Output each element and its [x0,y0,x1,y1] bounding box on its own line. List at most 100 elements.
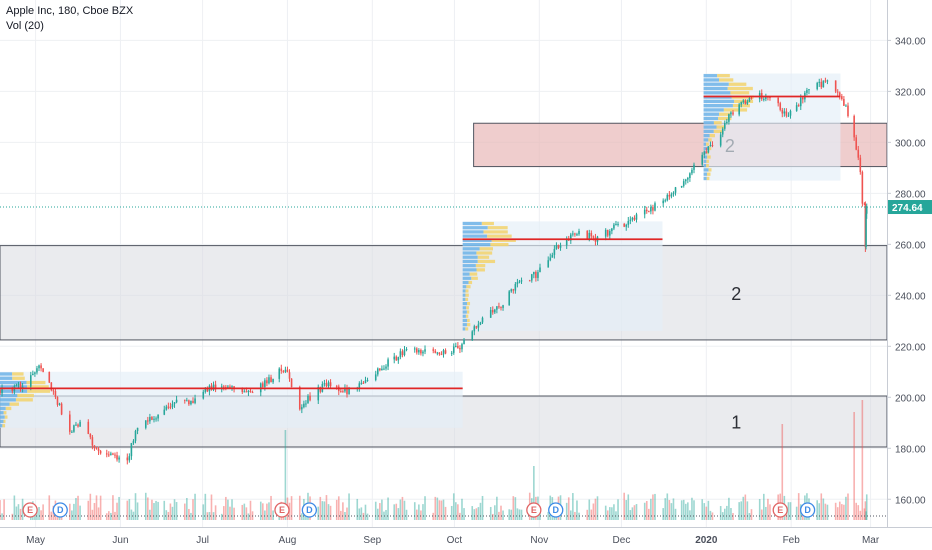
candle-body [163,409,166,415]
candle-body [442,350,445,355]
candle-body [397,357,400,361]
profile-row-sell [471,276,478,280]
profile-row-sell [476,268,485,272]
profile-row-buy [0,380,27,385]
candle-body [625,224,628,227]
volume-bar [157,501,159,520]
candle-body [841,96,843,100]
volume-bar [99,495,102,520]
candle-body [40,365,42,369]
profile-row-buy [462,301,468,306]
profile-row-sell [4,415,8,419]
candle-body [130,443,133,457]
volume-bar [155,500,157,520]
candle-body [77,424,79,427]
profile-row-buy [703,125,717,129]
profile-row-buy [0,398,16,402]
volume-bar [188,508,190,520]
x-tick-label: Sep [363,535,381,546]
profile-row-sell [727,86,753,91]
volume-bar [1,513,3,520]
candle-body [682,181,685,186]
candle-body [11,388,14,392]
y-tick-label: 280.00 [895,189,926,200]
candle-body [374,374,377,381]
profile-row-buy [703,129,714,133]
candle-body [606,229,609,236]
candle-body [789,110,792,116]
volume-bar [259,501,262,520]
volume-bar [444,506,447,520]
volume-bar [381,499,383,520]
candle-body [190,401,192,405]
profile-row-buy [0,424,3,428]
volume-bar [596,496,599,520]
profile-row-buy [462,221,482,226]
earnings-marker [22,502,38,518]
profile-row-sell [716,125,726,129]
volume-bar [245,507,248,520]
volume-bar [586,509,589,520]
candle-body [518,281,521,283]
candle-body [635,214,638,220]
candle-body [576,234,578,236]
candle-body [826,80,829,82]
profile-row-buy [703,116,719,121]
volume-bar [89,493,92,520]
volume-bar [436,497,439,520]
candle-body [502,305,504,308]
volume-bar [440,500,443,520]
volume-bar [508,509,511,520]
candle-body [836,91,839,93]
volume-bar [416,509,418,520]
candle-body [537,272,539,278]
volume-bar [765,506,767,520]
profile-row-buy [703,108,724,112]
profile-row-buy [462,306,467,310]
candle-body [303,403,305,408]
candle-body [118,457,120,460]
volume-bar [95,495,98,520]
profile-row-buy [0,419,4,424]
candle-body [167,406,170,408]
candle-body [726,121,728,124]
zone-label-1: 1 [731,413,741,433]
candle-body [477,324,480,328]
dividend-marker [799,502,816,518]
candle-body [865,213,867,247]
volume-bar [611,507,613,520]
volume-bar [284,430,287,520]
volume-bar [617,499,619,520]
marker-letter: E [27,505,33,515]
candle-body [703,151,706,155]
candle-body [574,233,576,235]
profile-row-sell [466,285,471,289]
candle-body [777,97,779,104]
candle-body [317,386,320,401]
dividend-marker [548,502,564,518]
candle-body [711,145,714,147]
candle-body [721,128,724,135]
profile-row-buy [462,280,469,285]
candle-body [346,388,348,395]
candle-body [29,375,32,387]
candle-body [126,457,129,461]
profile-row-sell [719,112,732,116]
candle-body [15,384,18,386]
profile-row-buy [0,406,6,411]
profile-row-sell [483,230,508,234]
x-tick-label: Nov [530,535,548,546]
candle-body [266,380,268,384]
candle-body [586,230,589,239]
volume-bar [223,506,225,520]
profile-row-buy [462,272,470,276]
candle-body [806,90,808,93]
volume-bar [691,497,693,520]
profile-row-buy [703,121,714,125]
volume-bar [270,495,272,520]
candle-body [572,233,574,235]
profile-row-sell [465,327,469,331]
profile-row-buy [703,74,718,78]
